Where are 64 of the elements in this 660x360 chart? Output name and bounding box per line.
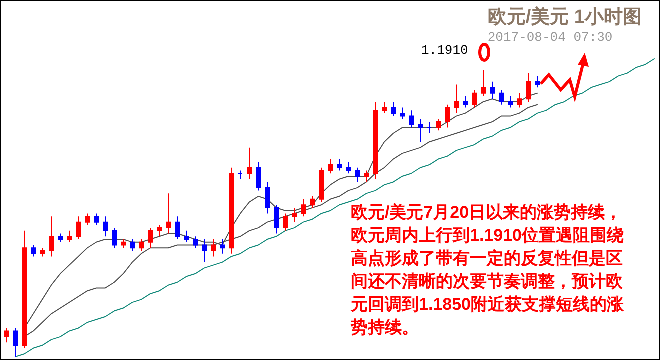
candlestick [256,162,261,192]
candlestick [499,90,504,106]
candlestick [400,107,405,120]
candlestick [175,216,180,240]
candlestick [58,233,63,243]
chart-subtitle: 2017-08-04 07:30 [488,30,613,45]
candlestick [76,216,81,240]
candlestick [427,122,432,134]
candlestick [22,230,27,349]
candlestick [508,96,513,108]
candlestick [517,92,522,108]
candlestick [346,162,351,174]
candlestick [490,81,495,100]
candlestick [319,167,324,203]
candlestick [274,204,279,234]
candlestick [139,239,144,252]
candlestick [283,213,288,232]
candlestick [436,118,441,132]
candlestick [265,182,270,214]
candlestick [121,239,126,249]
text: 1.1910 [422,43,468,58]
candlestick [310,196,315,208]
candlestick [301,198,306,218]
candlestick [472,90,477,108]
candlestick [463,96,468,108]
candlestick [247,147,252,180]
candlestick [94,213,99,226]
candlestick [409,110,414,128]
candlestick [85,213,90,226]
candlestick [229,167,234,254]
candlestick [184,230,189,243]
annotation: 欧元/美元7月20日以来的涨势持续，欧元周内上行到1.1910位置遇阻围绕高点形成了带有一定的反复性但是区间还不清晰的次要节奏调整，预计欧元回调到1.1850附近获支撑短线的涨势持续。 [351,202,625,339]
candlestick [526,72,531,102]
candlestick [337,158,342,172]
candlestick [373,101,378,180]
candlestick [112,228,117,249]
candlestick [193,236,198,249]
candlestick [211,239,216,258]
candlestick [157,224,162,238]
candlestick [481,70,486,97]
candlestick [238,170,243,180]
candlestick [292,208,297,223]
candlestick [391,101,396,117]
candlestick [40,248,45,258]
chart-title: 欧元/美元 1小时图 [488,6,642,28]
candlestick [49,216,54,258]
candlestick [220,239,225,254]
candlestick [31,244,36,258]
candlestick [454,84,459,114]
candlestick [103,216,108,238]
candlestick [355,167,360,183]
candlestick [328,158,333,174]
candlestick [4,328,9,344]
candlestick [13,328,18,358]
candlestick [535,76,540,88]
candlestick [148,228,153,249]
candlestick [382,101,387,114]
candlestick [130,239,135,252]
candlestick [364,170,369,183]
candlestick [418,118,423,143]
candlestick [445,104,450,128]
candlestick [202,239,207,263]
candlestick [67,230,72,243]
candlestick [166,193,171,234]
